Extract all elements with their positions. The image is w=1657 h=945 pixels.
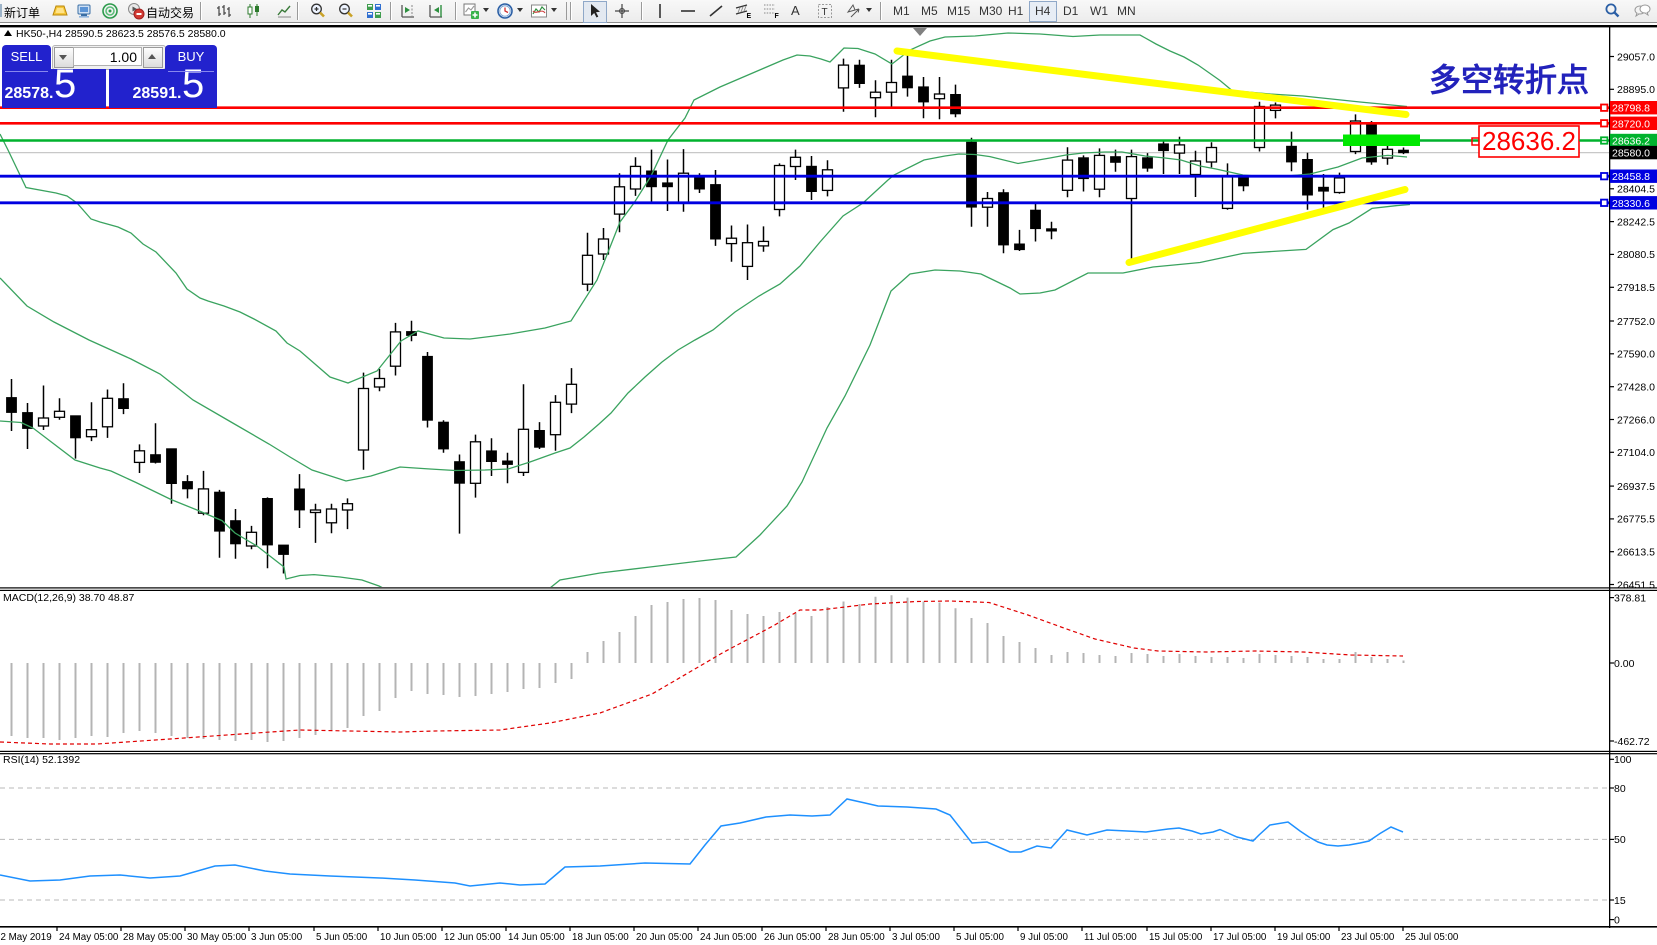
svg-text:17 Jul 05:00: 17 Jul 05:00 bbox=[1213, 932, 1267, 943]
svg-text:多空转折点: 多空转折点 bbox=[1429, 62, 1589, 98]
svg-text:F: F bbox=[775, 13, 780, 20]
svg-text:-462.72: -462.72 bbox=[1614, 736, 1650, 748]
svg-text:28242.5: 28242.5 bbox=[1617, 216, 1655, 228]
svg-text:27590.0: 27590.0 bbox=[1617, 349, 1655, 361]
svg-text:28458.8: 28458.8 bbox=[1612, 171, 1650, 183]
svg-text:50: 50 bbox=[1614, 834, 1626, 846]
svg-text:24 Jun 05:00: 24 Jun 05:00 bbox=[700, 932, 757, 943]
svg-text:MACD(12,26,9) 38.70 48.87: MACD(12,26,9) 38.70 48.87 bbox=[3, 592, 134, 604]
svg-text:28798.8: 28798.8 bbox=[1612, 103, 1650, 115]
svg-text:3 Jun 05:00: 3 Jun 05:00 bbox=[251, 932, 303, 943]
svg-text:5 Jul 05:00: 5 Jul 05:00 bbox=[956, 932, 1004, 943]
svg-text:19 Jul 05:00: 19 Jul 05:00 bbox=[1277, 932, 1331, 943]
svg-text:27104.0: 27104.0 bbox=[1617, 447, 1655, 459]
svg-text:5 Jun 05:00: 5 Jun 05:00 bbox=[316, 932, 368, 943]
svg-text:9 Jul 05:00: 9 Jul 05:00 bbox=[1020, 932, 1068, 943]
svg-text:28720.0: 28720.0 bbox=[1612, 118, 1650, 130]
svg-text:27266.0: 27266.0 bbox=[1617, 414, 1655, 426]
svg-text:29057.0: 29057.0 bbox=[1617, 51, 1655, 63]
svg-text:28895.0: 28895.0 bbox=[1617, 84, 1655, 96]
svg-text:24 May 05:00: 24 May 05:00 bbox=[59, 932, 119, 943]
svg-text:15 Jul 05:00: 15 Jul 05:00 bbox=[1149, 932, 1203, 943]
svg-text:18 Jun 05:00: 18 Jun 05:00 bbox=[572, 932, 629, 943]
svg-text:378.81: 378.81 bbox=[1614, 592, 1646, 604]
svg-text:28636.2: 28636.2 bbox=[1482, 126, 1576, 156]
svg-text:26613.5: 26613.5 bbox=[1617, 547, 1655, 559]
svg-text:27752.0: 27752.0 bbox=[1617, 316, 1655, 328]
svg-text:11 Jul 05:00: 11 Jul 05:00 bbox=[1084, 932, 1137, 943]
svg-text:30 May 05:00: 30 May 05:00 bbox=[187, 932, 247, 943]
svg-text:T: T bbox=[822, 7, 828, 18]
svg-text:28330.6: 28330.6 bbox=[1612, 198, 1650, 210]
svg-text:26937.5: 26937.5 bbox=[1617, 481, 1655, 493]
svg-text:28636.2: 28636.2 bbox=[1612, 136, 1650, 148]
svg-text:28404.5: 28404.5 bbox=[1617, 184, 1655, 196]
svg-text:100: 100 bbox=[1614, 754, 1632, 766]
svg-text:27918.5: 27918.5 bbox=[1617, 282, 1655, 294]
svg-text:15: 15 bbox=[1614, 895, 1626, 907]
svg-text:RSI(14) 52.1392: RSI(14) 52.1392 bbox=[3, 754, 80, 766]
svg-text:28580.0: 28580.0 bbox=[1612, 148, 1650, 160]
svg-text:20 Jun 05:00: 20 Jun 05:00 bbox=[636, 932, 693, 943]
svg-text:25 Jul 05:00: 25 Jul 05:00 bbox=[1405, 932, 1459, 943]
svg-text:E: E bbox=[747, 13, 752, 20]
svg-text:22 May 2019: 22 May 2019 bbox=[0, 932, 52, 943]
svg-text:28 Jun 05:00: 28 Jun 05:00 bbox=[828, 932, 885, 943]
svg-text:26 Jun 05:00: 26 Jun 05:00 bbox=[764, 932, 821, 943]
svg-text:10 Jun 05:00: 10 Jun 05:00 bbox=[380, 932, 437, 943]
svg-text:HK50-,H4 28590.5 28623.5 2857: HK50-,H4 28590.5 28623.5 28576.5 28580.0 bbox=[16, 28, 226, 40]
svg-text:26451.5: 26451.5 bbox=[1617, 579, 1655, 591]
svg-text:12 Jun 05:00: 12 Jun 05:00 bbox=[444, 932, 501, 943]
svg-text:14 Jun 05:00: 14 Jun 05:00 bbox=[508, 932, 565, 943]
svg-text:28080.5: 28080.5 bbox=[1617, 249, 1655, 261]
svg-text:26775.5: 26775.5 bbox=[1617, 514, 1655, 526]
svg-text:80: 80 bbox=[1614, 783, 1626, 795]
svg-text:28 May 05:00: 28 May 05:00 bbox=[123, 932, 183, 943]
svg-text:0.00: 0.00 bbox=[1614, 658, 1635, 670]
svg-text:3 Jul 05:00: 3 Jul 05:00 bbox=[892, 932, 940, 943]
svg-text:27428.0: 27428.0 bbox=[1617, 382, 1655, 394]
svg-text:0: 0 bbox=[1614, 914, 1620, 926]
svg-text:23 Jul 05:00: 23 Jul 05:00 bbox=[1341, 932, 1395, 943]
